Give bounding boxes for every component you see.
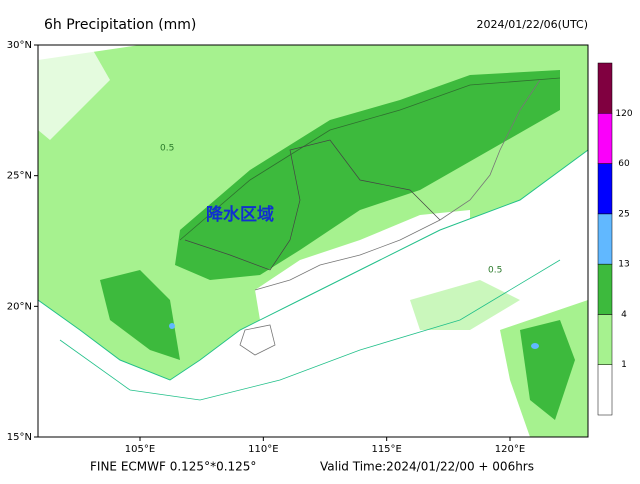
lat-label: 25°N (7, 171, 32, 182)
annotation: 降水区域 (206, 204, 274, 225)
colorbar-label: 13 (618, 260, 629, 270)
colorbar-segment (597, 314, 613, 365)
title: 6h Precipitation (mm) (44, 17, 196, 33)
lon-label: 115°E (371, 444, 401, 455)
colorbar-label: 120 (615, 109, 632, 119)
colorbar-label: 25 (618, 209, 629, 219)
lon-label: 110°E (248, 444, 278, 455)
colorbar-segment (597, 163, 613, 215)
colorbar-segment (597, 263, 613, 315)
colorbar-segment (597, 213, 613, 265)
colorbar-label: 1 (621, 360, 627, 370)
precipitation-field (38, 45, 588, 437)
contour-label: 0.5 (488, 266, 502, 276)
lat-label: 15°N (7, 432, 32, 443)
colorbar-segment (597, 62, 613, 114)
colorbar-segment (597, 113, 613, 164)
lat-label: 30°N (7, 40, 32, 51)
contour-label: 0.5 (160, 144, 174, 154)
lon-label: 105°E (125, 444, 155, 455)
contours-and-borders (38, 77, 588, 401)
time: 2024/01/22/06(UTC) (477, 18, 589, 31)
colorbar-segment (597, 364, 613, 416)
footer-model: FINE ECMWF 0.125°*0.125° (90, 460, 256, 474)
footer-valid: Valid Time:2024/01/22/00 + 006hrs (320, 460, 534, 474)
map-frame (37, 44, 589, 438)
lat-label: 20°N (7, 301, 32, 312)
lon-label: 120°E (495, 444, 525, 455)
colorbar-label: 60 (618, 159, 630, 169)
colorbar-label: 4 (621, 310, 627, 320)
